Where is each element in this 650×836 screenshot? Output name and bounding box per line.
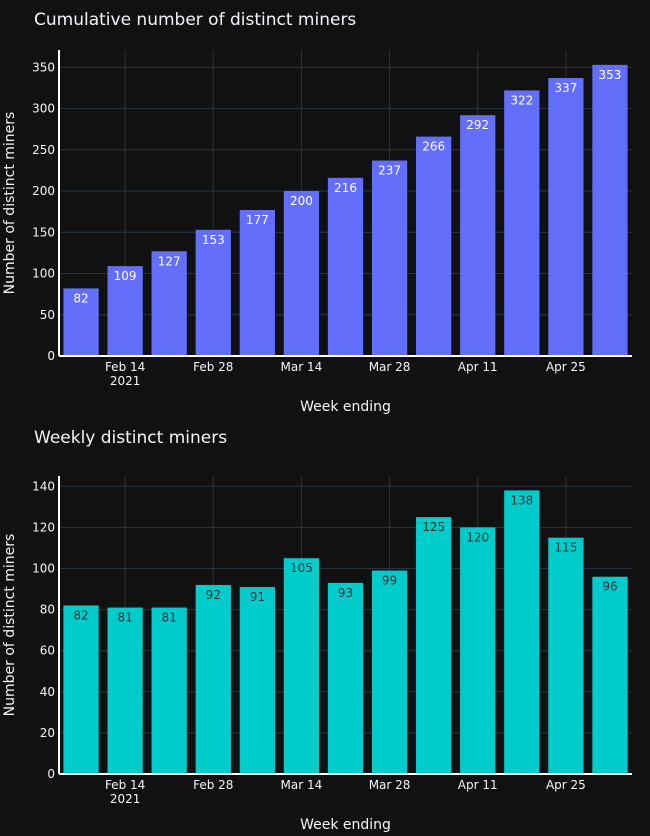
bar-value-label: 177 [246,213,269,227]
x-tick-label: Feb 28 [193,778,233,792]
y-tick-label: 120 [32,520,55,534]
bar-value-label: 200 [290,194,313,208]
bar-value-label: 105 [290,561,313,575]
bar [416,517,452,774]
bar [416,136,452,356]
bar-value-label: 82 [73,608,88,622]
bar-value-label: 115 [554,541,577,555]
x-axis-title: Week ending [300,817,391,833]
x-tick-label: Mar 14 [281,778,323,792]
bar [283,191,320,356]
y-tick-label: 150 [32,225,55,239]
x-tick-label: Mar 28 [369,360,411,374]
x-tick-label: Apr 11 [458,778,498,792]
cumulative-miners-chart: Cumulative number of distinct miners 0 50… [2,10,632,415]
bar [504,90,540,356]
bar-value-label: 91 [250,590,265,604]
x-tick-label: Feb 14 [105,360,145,374]
bar-value-label: 125 [422,520,445,534]
y-tick-label: 100 [32,561,55,575]
bar [592,64,628,356]
y-tick-label: 40 [40,685,55,699]
chart-title: Cumulative number of distinct miners [34,10,357,30]
y-tick-label: 200 [32,184,55,198]
bar [283,558,320,774]
bar [460,115,496,356]
bar-value-label: 109 [114,269,137,283]
bar-value-label: 292 [466,118,489,132]
bar [239,210,275,356]
y-tick-label: 250 [32,143,55,157]
y-axis-title: Number of distinct miners [2,112,18,295]
bar [63,288,99,356]
bar-value-label: 337 [554,81,577,95]
bar-value-label: 96 [602,580,617,594]
weekly-miners-chart: Weekly distinct miners 0 20 40 60 80 100 120 14… [0,418,650,836]
bar-value-label: 138 [510,493,533,507]
bar-value-label: 82 [73,291,88,305]
x-tick-label: Apr 25 [546,360,586,374]
bar-value-label: 153 [202,233,225,247]
x-tick-label: Feb 28 [193,360,233,374]
chart-title: Weekly distinct miners [34,428,228,448]
y-tick-label: 20 [40,726,55,740]
bar-value-label: 237 [378,164,401,178]
x-tick-year-label: 2021 [110,374,141,388]
x-axis-title: Week ending [300,399,391,415]
x-tick-year-label: 2021 [110,792,141,806]
bar-value-label: 99 [382,574,397,588]
bar [151,607,187,774]
y-tick-label: 50 [40,308,55,322]
bar [327,177,364,356]
bar [151,251,187,356]
bar [460,527,496,774]
bar [548,78,584,357]
bar [107,266,143,356]
y-tick-label: 60 [40,644,55,658]
bar [504,490,540,774]
bar [195,584,231,774]
bar [592,576,628,774]
y-tick-label: 80 [40,603,55,617]
bar [63,605,99,774]
bar-value-label: 322 [510,93,533,107]
bar-value-label: 92 [206,588,221,602]
bar-value-label: 93 [338,586,353,600]
x-tick-label: Feb 14 [105,778,145,792]
y-tick-label: 0 [47,767,55,781]
y-tick-label: 140 [32,479,55,493]
bar [195,229,231,356]
bar [239,586,275,774]
bar-value-label: 120 [466,530,489,544]
bar [371,160,408,356]
bar-value-label: 353 [599,68,622,82]
bar [107,607,143,774]
bar-value-label: 216 [334,181,357,195]
bar-value-label: 127 [158,254,181,268]
bar-value-label: 81 [117,611,132,625]
bar [371,570,408,774]
y-tick-label: 0 [47,349,55,363]
y-axis-title: Number of distinct miners [2,534,18,717]
y-tick-label: 100 [32,267,55,281]
bar-value-label: 266 [422,140,445,154]
bar-value-label: 81 [162,611,177,625]
y-tick-label: 300 [32,102,55,116]
x-tick-label: Apr 11 [458,360,498,374]
bar [327,582,364,774]
bar [548,537,584,774]
x-tick-label: Mar 28 [369,778,411,792]
y-tick-label: 350 [32,60,55,74]
x-tick-label: Apr 25 [546,778,586,792]
x-tick-label: Mar 14 [281,360,323,374]
